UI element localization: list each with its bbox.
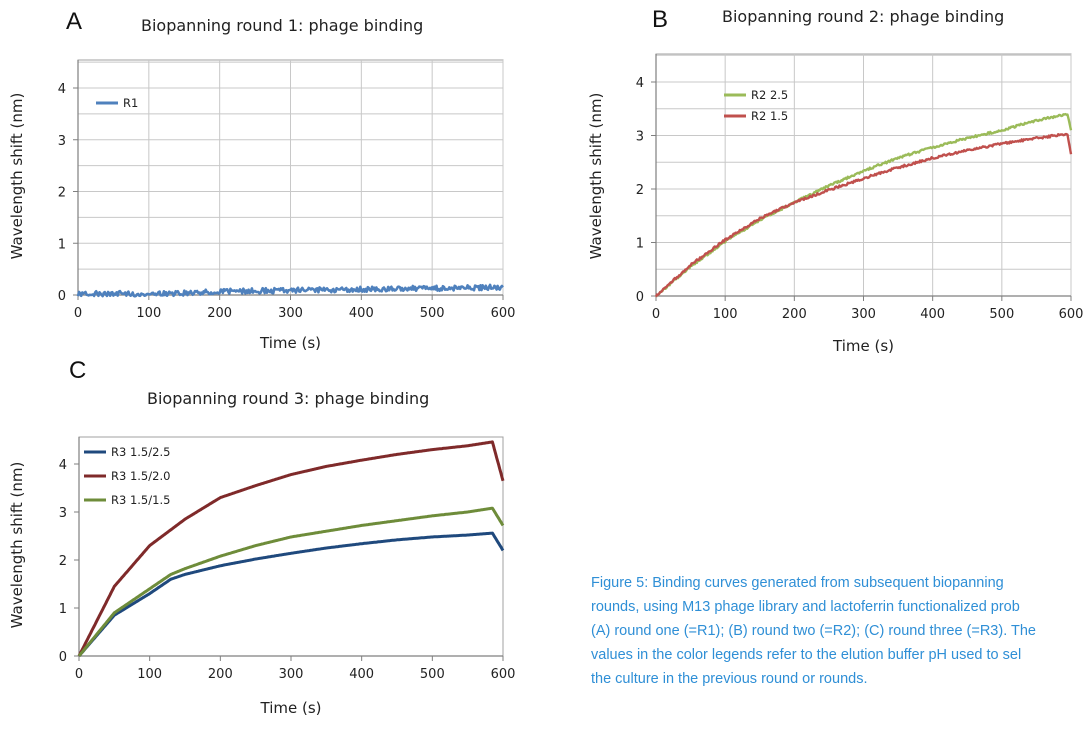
y-tick-label: 3 bbox=[59, 506, 67, 521]
x-tick-label: 100 bbox=[713, 307, 738, 322]
x-tick-label: 600 bbox=[491, 306, 516, 321]
y-axis-label: Wavelength shift (nm) bbox=[8, 462, 26, 629]
x-tick-label: 200 bbox=[207, 306, 232, 321]
panel-a-title: Biopanning round 1: phage binding bbox=[141, 16, 424, 35]
y-tick-label: 0 bbox=[58, 289, 66, 304]
x-tick-label: 200 bbox=[208, 667, 233, 682]
series-line-r2-1-5 bbox=[654, 132, 1073, 298]
panel-b-title: Biopanning round 2: phage binding bbox=[722, 7, 1005, 26]
legend-label: R3 1.5/2.0 bbox=[111, 469, 170, 483]
y-tick-label: 1 bbox=[636, 237, 644, 252]
y-axis-label: Wavelength shift (nm) bbox=[8, 93, 26, 260]
x-axis-label: Time (s) bbox=[832, 337, 894, 355]
y-tick-label: 0 bbox=[59, 650, 67, 665]
x-axis-label: Time (s) bbox=[259, 334, 321, 352]
y-axis-label: Wavelength shift (nm) bbox=[587, 93, 605, 260]
y-tick-label: 0 bbox=[636, 290, 644, 305]
x-tick-label: 500 bbox=[420, 667, 445, 682]
x-tick-label: 400 bbox=[349, 667, 374, 682]
x-tick-label: 100 bbox=[137, 667, 162, 682]
panel-c-title: Biopanning round 3: phage binding bbox=[147, 389, 430, 408]
y-tick-label: 4 bbox=[59, 458, 67, 473]
panel-a-letter: A bbox=[66, 8, 83, 35]
x-tick-label: 0 bbox=[75, 667, 83, 682]
series-line-r3-1-5-2-5 bbox=[77, 531, 505, 658]
series-line-r2-2-5 bbox=[654, 112, 1073, 298]
panel-b-letter: B bbox=[652, 6, 669, 33]
series-line-r1 bbox=[76, 283, 504, 298]
figure-caption: Figure 5: Binding curves generated from … bbox=[591, 575, 1036, 687]
x-tick-label: 200 bbox=[782, 307, 807, 322]
x-tick-label: 600 bbox=[491, 667, 516, 682]
y-tick-label: 1 bbox=[58, 237, 66, 252]
x-tick-label: 400 bbox=[920, 307, 945, 322]
legend-label: R3 1.5/2.5 bbox=[111, 445, 170, 459]
y-tick-label: 2 bbox=[636, 183, 644, 198]
x-tick-label: 0 bbox=[652, 307, 660, 322]
series-line-r3-1-5-2-0 bbox=[77, 440, 505, 657]
y-tick-label: 2 bbox=[58, 186, 66, 201]
x-tick-label: 400 bbox=[349, 306, 374, 321]
x-tick-label: 300 bbox=[279, 667, 304, 682]
x-tick-label: 0 bbox=[74, 306, 82, 321]
legend-label: R1 bbox=[123, 96, 138, 110]
panel-c-letter: C bbox=[69, 357, 87, 384]
x-axis-label: Time (s) bbox=[260, 699, 322, 717]
y-tick-label: 1 bbox=[59, 602, 67, 617]
y-tick-label: 2 bbox=[59, 554, 67, 569]
series-line-r3-1-5-1-5 bbox=[77, 506, 505, 657]
y-tick-label: 3 bbox=[636, 130, 644, 145]
x-tick-label: 500 bbox=[989, 307, 1014, 322]
y-tick-label: 3 bbox=[58, 134, 66, 149]
y-tick-label: 4 bbox=[58, 82, 66, 97]
legend-label: R2 2.5 bbox=[751, 88, 788, 102]
x-tick-label: 300 bbox=[851, 307, 876, 322]
y-tick-label: 4 bbox=[636, 76, 644, 91]
x-tick-label: 100 bbox=[136, 306, 161, 321]
x-tick-label: 500 bbox=[420, 306, 445, 321]
legend-label: R2 1.5 bbox=[751, 109, 788, 123]
x-tick-label: 600 bbox=[1059, 307, 1084, 322]
x-tick-label: 300 bbox=[278, 306, 303, 321]
legend-label: R3 1.5/1.5 bbox=[111, 493, 170, 507]
